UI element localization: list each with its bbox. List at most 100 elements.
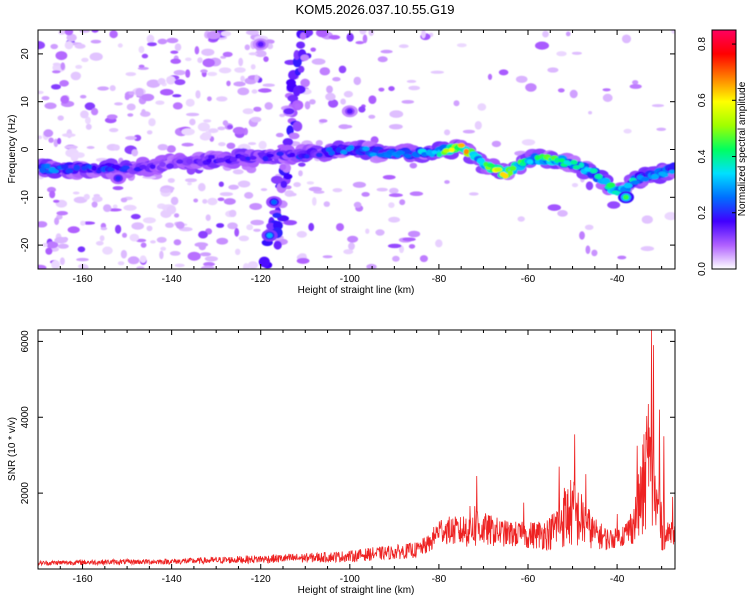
spectrogram-cell — [120, 249, 127, 259]
spectrogram-cell — [298, 253, 307, 258]
spectrogram-cell — [248, 142, 257, 146]
colorbar-tick-label: 0.2 — [697, 205, 708, 219]
y-tick-label: -10 — [20, 190, 31, 205]
snr-panel: -160 -140 -120 -100 -80 -60 -40 2000 4000 6000 H… — [7, 329, 676, 596]
spectrogram-cell — [146, 130, 153, 135]
colorbar-tick-label: 0.6 — [697, 93, 708, 107]
spectrogram-cell — [421, 30, 426, 39]
spectrogram-cell — [115, 224, 122, 234]
spectrogram-y-axis: -20 -10 0 10 20 — [20, 48, 675, 252]
spectrogram-cell — [141, 109, 146, 115]
spectrogram-cell — [216, 223, 225, 228]
spectrogram-cell — [392, 255, 400, 262]
spectrogram-cell — [242, 108, 254, 115]
spectrogram-cell — [299, 32, 307, 40]
x-tick-label: -160 — [73, 574, 93, 585]
spectrogram-cell — [266, 233, 273, 238]
spectrogram-cell — [517, 216, 525, 222]
spectrogram-cell — [109, 30, 118, 39]
spectrogram-cell — [361, 192, 370, 197]
spectrogram-cell — [606, 182, 616, 188]
spectrogram-cell — [293, 85, 301, 97]
spectrogram-cell — [169, 251, 181, 256]
colorbar-ticks: 0.0 0.2 0.4 0.6 0.8 — [697, 37, 736, 276]
spectrogram-cell — [304, 30, 314, 37]
spectrogram-cell — [315, 140, 323, 146]
spectrogram-cell — [388, 202, 395, 209]
spectrogram-cell — [67, 226, 80, 234]
spectrogram-cell — [328, 150, 335, 156]
spectrogram-cell — [632, 80, 639, 85]
spectrogram-cell — [279, 163, 287, 171]
spectrogram-cell — [44, 102, 57, 110]
spectrogram-cell — [477, 103, 487, 111]
spectrogram-cell — [661, 172, 669, 178]
spectrogram-cell — [272, 212, 282, 218]
spectrogram-cell — [159, 188, 171, 194]
spectrogram-cell — [584, 224, 594, 230]
spectrogram-cell — [266, 222, 275, 230]
spectrogram-cell — [112, 186, 124, 191]
spectrogram-cell — [395, 150, 405, 156]
spectrogram-cell — [502, 173, 509, 179]
spectrogram-cell — [557, 88, 565, 93]
spectrogram-cell — [399, 245, 404, 254]
spectrogram-cell — [258, 88, 272, 93]
spectrogram-cell — [300, 78, 310, 88]
spectrogram-cell — [80, 220, 86, 226]
spectrogram-cell — [272, 220, 283, 231]
spectrogram-cell — [92, 196, 103, 203]
spectrogram-cell — [298, 162, 306, 167]
spectrogram-cell — [486, 163, 496, 168]
spectrogram-cell — [226, 142, 236, 149]
spectrogram-cell — [226, 80, 231, 87]
spectrogram-cell — [318, 119, 328, 123]
spectrogram-cell — [507, 170, 514, 176]
x-tick-label: -120 — [251, 274, 271, 285]
spectrogram-cell — [547, 67, 559, 73]
spectrogram-cell — [398, 44, 409, 49]
y-tick-label: 6000 — [20, 330, 31, 353]
spectrogram-cell — [388, 193, 403, 198]
spectrogram-cell — [187, 251, 201, 261]
spectrogram-cell — [457, 142, 466, 148]
spectrogram-cell — [102, 246, 113, 255]
spectrogram-cell — [630, 180, 641, 185]
spectrogram-cell — [82, 221, 95, 225]
spectrogram-cell — [326, 85, 333, 94]
spectrogram-cell — [166, 205, 177, 215]
spectrogram-cell — [571, 51, 583, 55]
spectrogram-cell — [216, 96, 228, 102]
spectrogram-cell — [325, 92, 336, 101]
spectrogram-cell — [283, 108, 295, 115]
spectrogram-cell — [64, 30, 74, 36]
spectrogram-cell — [202, 58, 215, 68]
spectrogram-cell — [293, 182, 301, 188]
spectrogram-cell — [138, 46, 145, 54]
spectrogram-cell — [542, 30, 549, 38]
spectrogram-cell — [218, 67, 232, 74]
spectrogram-cell — [389, 124, 403, 130]
spectrogram-cell — [60, 95, 69, 104]
spectrogram-cell — [173, 239, 182, 246]
spectrogram-cell — [146, 79, 161, 88]
spectrogram-cell — [348, 144, 355, 151]
spectrogram-cell — [117, 261, 125, 266]
spectrogram-cell — [146, 225, 153, 232]
spectrogram-cell — [380, 49, 393, 54]
spectrogram-cell — [200, 69, 208, 73]
spectrogram-cell — [121, 165, 130, 170]
spectrogram-cell — [257, 152, 264, 156]
spectrogram-cell — [315, 152, 323, 158]
spectrogram-cell — [194, 242, 209, 248]
spectrogram-cell — [222, 51, 233, 58]
spectrogram-cell — [298, 170, 303, 177]
spectrogram-cell — [64, 145, 78, 149]
spectrogram-cell — [99, 235, 105, 242]
spectrogram-cell — [193, 198, 199, 203]
spectrogram-cell — [237, 87, 250, 96]
spectrogram-cell — [346, 32, 354, 42]
spectrogram-cell — [323, 201, 330, 207]
spectrogram-cell — [89, 52, 103, 61]
spectrogram-cell — [641, 215, 653, 224]
